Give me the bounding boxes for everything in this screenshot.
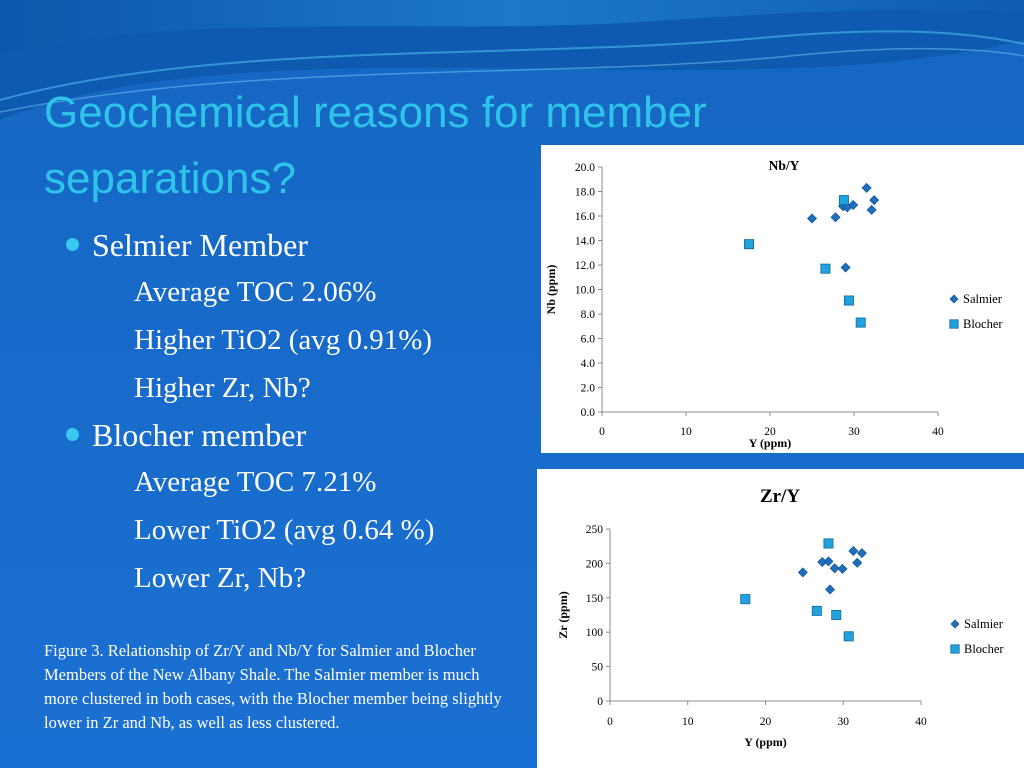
blocher-data-point: [831, 609, 842, 620]
bullet-blocher-toc: Average TOC 7.21%: [134, 466, 377, 498]
salmier-data-point: [866, 204, 877, 215]
bullet-selmier-member: Selmier Member: [62, 222, 434, 268]
x-tick-label: 0: [607, 716, 613, 728]
y-tick-label: 150: [586, 593, 604, 605]
x-tick-label: 0: [599, 426, 605, 438]
salmier-data-point: [856, 548, 867, 559]
y-tick-label: 200: [586, 558, 604, 570]
y-tick-label: 100: [586, 627, 604, 639]
legend-label: Salmier: [963, 292, 1003, 306]
salmier-data-point: [848, 199, 859, 210]
legend-salmier-marker: [949, 294, 959, 304]
x-tick-label: 40: [915, 716, 927, 728]
blocher-data-point: [740, 594, 751, 605]
blocher-data-point: [843, 631, 854, 642]
bullet-blocher-member: Blocher member: [62, 412, 434, 458]
salmier-data-point: [840, 262, 851, 273]
legend-label: Blocher: [963, 317, 1003, 331]
blocher-data-point: [823, 538, 834, 549]
salmier-data-point: [807, 213, 817, 224]
x-tick-label: 20: [760, 716, 772, 728]
y-tick-label: 0.0: [581, 407, 596, 419]
legend-blocher-marker: [949, 319, 959, 329]
x-tick-label: 20: [764, 426, 776, 438]
blocher-data-point: [838, 195, 849, 206]
chart-title: Zr/Y: [760, 486, 800, 507]
x-axis-label: Y (ppm): [749, 436, 792, 450]
nb-y-chart: Nb/Y 0.0 2.0 4.0 6.0 8.0 10.0 12.0 14.0 16.0 18.0 2…: [544, 158, 1003, 450]
y-tick-label: 18.0: [575, 187, 595, 199]
y-tick-label: 50: [592, 662, 604, 674]
bullet-list: Selmier Member Average TOC 2.06% Higher …: [62, 222, 434, 602]
x-tick-label: 10: [682, 716, 694, 728]
y-tick-label: 2.0: [581, 383, 596, 395]
salmier-data-point: [823, 556, 834, 567]
y-tick-label: 8.0: [581, 309, 596, 321]
y-tick-label: 250: [586, 524, 604, 536]
salmier-data-point: [837, 563, 848, 574]
blocher-data-point: [843, 295, 854, 306]
legend-blocher-marker: [950, 644, 960, 654]
bullet-blocher-zr-nb: Lower Zr, Nb?: [134, 562, 306, 594]
figure-caption: Figure 3. Relationship of Zr/Y and Nb/Y …: [44, 641, 502, 732]
legend-label: Blocher: [964, 642, 1004, 656]
y-tick-label: 20.0: [575, 162, 595, 174]
blocher-data-point: [743, 239, 754, 250]
x-tick-label: 30: [848, 426, 860, 438]
y-tick-label: 14.0: [575, 236, 595, 248]
salmier-data-point: [825, 584, 836, 595]
blocher-data-point: [811, 605, 822, 616]
y-tick-label: 6.0: [581, 334, 596, 346]
salmier-data-point: [852, 557, 863, 568]
y-tick-label: 10.0: [575, 285, 595, 297]
bullet-selmier-tio2: Higher TiO2 (avg 0.91%): [134, 324, 433, 356]
x-tick-label: 10: [680, 426, 692, 438]
bullet-blocher-tio2: Lower TiO2 (avg 0.64 %): [134, 514, 435, 546]
bullet-selmier-zr-nb: Higher Zr, Nb?: [134, 372, 311, 404]
nb-y-chart-panel: Nb/Y 0.0 2.0 4.0 6.0 8.0 10.0 12.0 14.0 16.0 18.0 2…: [541, 145, 1024, 453]
x-tick-label: 30: [838, 716, 850, 728]
legend-salmier-marker: [950, 619, 960, 629]
zr-y-chart: Zr/Y 0 50 100 150 200 250 0 10 20 30 40 Y (ppm) Zr (p…: [556, 486, 1004, 749]
x-tick-label: 40: [932, 426, 944, 438]
salmier-data-point: [829, 563, 840, 574]
salmier-data-point: [830, 212, 841, 223]
y-tick-label: 12.0: [575, 260, 595, 272]
y-axis-label: Zr (ppm): [556, 591, 570, 638]
salmier-data-point: [861, 182, 872, 193]
slide-title: Geochemical reasons for member separatio…: [44, 88, 707, 203]
y-tick-label: 4.0: [581, 358, 596, 370]
salmier-data-point: [848, 546, 859, 557]
salmier-data-point: [869, 195, 880, 206]
zr-y-chart-panel: Zr/Y 0 50 100 150 200 250 0 10 20 30 40 Y (ppm) Zr (p…: [537, 469, 1024, 768]
chart-title: Nb/Y: [769, 158, 800, 173]
salmier-data-point: [797, 567, 808, 578]
y-tick-label: 16.0: [575, 211, 595, 223]
blocher-data-point: [855, 317, 866, 328]
legend-label: Salmier: [964, 617, 1004, 631]
blocher-data-point: [820, 263, 831, 274]
x-axis-label: Y (ppm): [744, 735, 787, 749]
y-axis-label: Nb (ppm): [544, 265, 558, 315]
y-tick-label: 0: [597, 696, 603, 708]
bullet-selmier-toc: Average TOC 2.06%: [134, 276, 377, 308]
